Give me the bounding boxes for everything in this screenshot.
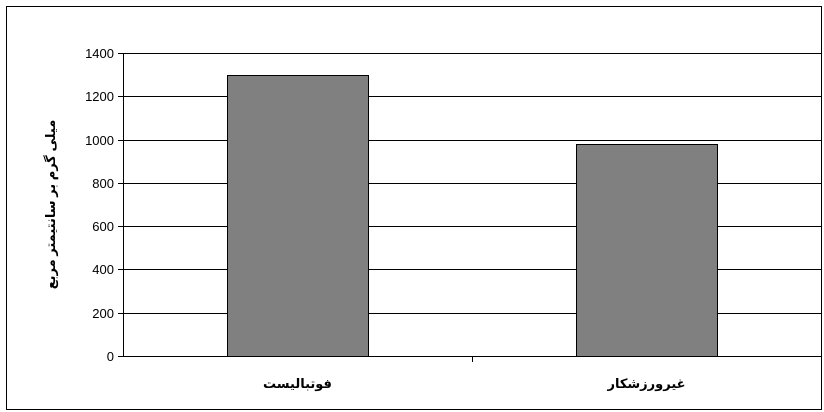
y-axis-title: میلی گرم بر سانتیمتر مربع <box>43 120 59 290</box>
axes <box>118 53 821 362</box>
bar <box>576 144 718 357</box>
y-tick-label: 400 <box>92 262 114 277</box>
bar-chart: 0 200 400 600 800 1000 1200 1400 فوتبالیست غیرور… <box>43 46 821 391</box>
x-category-label: غیرورزشکار <box>606 376 685 391</box>
y-tick-label: 200 <box>92 306 114 321</box>
x-category-labels: فوتبالیست غیرورزشکار <box>263 376 685 391</box>
bar <box>227 75 369 357</box>
y-tick-label: 600 <box>92 219 114 234</box>
y-tick-label: 1200 <box>85 89 114 104</box>
y-tick-label: 1400 <box>85 46 114 61</box>
y-tick-label: 800 <box>92 176 114 191</box>
y-tick-label: 0 <box>107 349 114 364</box>
x-category-label: فوتبالیست <box>263 376 332 391</box>
bars <box>227 75 718 357</box>
chart-frame: 0 200 400 600 800 1000 1200 1400 فوتبالیست غیرور… <box>6 6 822 410</box>
y-tick-label: 1000 <box>85 133 114 148</box>
y-tick-labels: 0 200 400 600 800 1000 1200 1400 <box>85 46 114 364</box>
